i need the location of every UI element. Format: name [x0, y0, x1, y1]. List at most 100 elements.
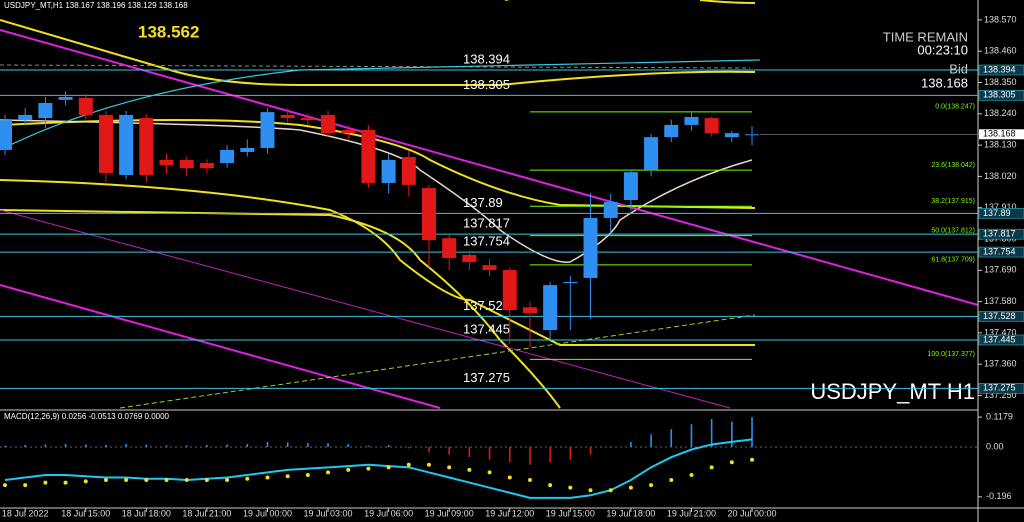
level-tag — [978, 228, 1024, 240]
candle-body — [98, 114, 113, 173]
macd-bar — [347, 443, 350, 448]
y-tick-label: 138.020 — [984, 171, 1017, 181]
macd-bar — [650, 434, 652, 448]
time-remain: 00:23:10 — [917, 42, 968, 57]
y-tick-label: 137.690 — [984, 265, 1017, 275]
chart-title: USDJPY_MT,H1 138.167 138.196 138.129 138… — [4, 1, 188, 10]
signal-dot — [124, 478, 129, 483]
candle-body — [381, 159, 396, 183]
macd-bar — [327, 443, 329, 448]
level-tag — [978, 383, 1024, 394]
x-tick-label: 19 Jul 12:00 — [485, 508, 534, 518]
x-tick-label: 20 Jul 00:00 — [728, 508, 777, 518]
high-label: 138.562 — [138, 22, 199, 41]
candle-body — [159, 159, 174, 166]
level-label: 137.754 — [463, 234, 510, 249]
y-tick-label: 137.910 — [984, 202, 1017, 212]
trend-line — [0, 209, 731, 409]
signal-dot — [729, 460, 734, 465]
candle-body — [0, 120, 12, 150]
candle-body — [199, 163, 214, 169]
bid-label: Bid — [949, 61, 968, 76]
level-tag-label: 137.528 — [983, 311, 1016, 321]
signal-dot — [305, 472, 310, 477]
signal-dot — [326, 470, 331, 475]
level-label: 137.817 — [463, 216, 510, 231]
macd-bar — [246, 443, 249, 448]
level-tag-label: 137.754 — [983, 246, 1016, 256]
macd-bar — [710, 419, 713, 448]
level-tag-label: 137.445 — [983, 334, 1016, 344]
x-tick-label: 18 Jul 15:00 — [61, 508, 110, 518]
fib-label: 23.6(138.042) — [931, 162, 975, 169]
signal-dot — [507, 475, 512, 480]
macd-bar — [529, 447, 531, 465]
level-tag-label: 137.817 — [983, 229, 1016, 239]
macd-bar — [266, 441, 269, 448]
macd-bar — [428, 447, 430, 453]
signal-dot — [649, 483, 654, 488]
macd-bar — [4, 445, 6, 448]
signal-dot — [467, 467, 472, 472]
moving-average — [0, 59, 761, 151]
level-tag-label: 137.89 — [983, 208, 1011, 218]
candle-body — [502, 270, 517, 311]
candle-body — [361, 130, 376, 183]
macd-bar — [125, 443, 127, 448]
macd-tick-label: -0.196 — [986, 491, 1012, 501]
macd-bar — [549, 447, 551, 463]
candle-body — [522, 307, 537, 313]
macd-bar — [488, 447, 491, 460]
macd-bar — [44, 444, 47, 448]
indicator-line — [0, 209, 561, 409]
macd-tick-label: 0.00 — [986, 441, 1004, 451]
y-tick-label: 138.570 — [984, 14, 1017, 24]
signal-dot — [548, 483, 553, 488]
y-tick-label: 138.460 — [984, 46, 1017, 56]
signal-dot — [426, 462, 431, 467]
macd-bar — [690, 424, 693, 448]
x-tick-label: 19 Jul 06:00 — [364, 508, 413, 518]
trend-line — [0, 29, 979, 306]
signal-dot — [184, 478, 189, 483]
candle-body — [240, 147, 255, 152]
macd-line — [4, 438, 753, 499]
signal-dot — [406, 462, 411, 467]
signal-dot — [366, 466, 371, 471]
level-label: 137.528 — [463, 298, 510, 313]
level-tag — [978, 311, 1024, 322]
level-tag — [978, 246, 1024, 258]
macd-bar — [24, 444, 26, 448]
macd-bar — [185, 445, 188, 448]
macd-bar — [165, 445, 168, 448]
macd-bar — [751, 417, 753, 448]
level-label: 137.445 — [463, 321, 510, 336]
signal-dot — [346, 467, 351, 472]
candle-body — [119, 114, 134, 175]
candle-body — [179, 159, 194, 169]
level-tag — [978, 334, 1024, 346]
signal-dot — [103, 478, 108, 483]
signal-dot — [83, 479, 88, 484]
candle-body — [38, 102, 53, 119]
y-tick-label: 137.250 — [984, 390, 1017, 400]
macd-bar — [630, 441, 632, 448]
bid-tag — [979, 129, 1024, 140]
level-tag-label: 138.305 — [983, 90, 1016, 100]
signal-dot — [285, 474, 290, 479]
candle-body — [18, 114, 33, 121]
signal-dot — [23, 483, 28, 488]
signal-dot — [164, 478, 169, 483]
candle-body — [482, 265, 497, 271]
signal-dot — [750, 457, 755, 462]
signal-dot — [144, 478, 149, 483]
time-remain-label: TIME REMAIN — [883, 29, 968, 44]
candle-body — [603, 202, 618, 218]
y-tick-label: 138.130 — [984, 139, 1017, 149]
level-label: 138.305 — [463, 77, 510, 92]
moving-average — [0, 64, 751, 69]
x-tick-label: 18 Jul 2022 — [2, 508, 49, 518]
y-tick-label: 138.350 — [984, 77, 1017, 87]
x-tick-label: 19 Jul 18:00 — [606, 508, 655, 518]
bid-tag-label: 138.168 — [983, 129, 1016, 139]
